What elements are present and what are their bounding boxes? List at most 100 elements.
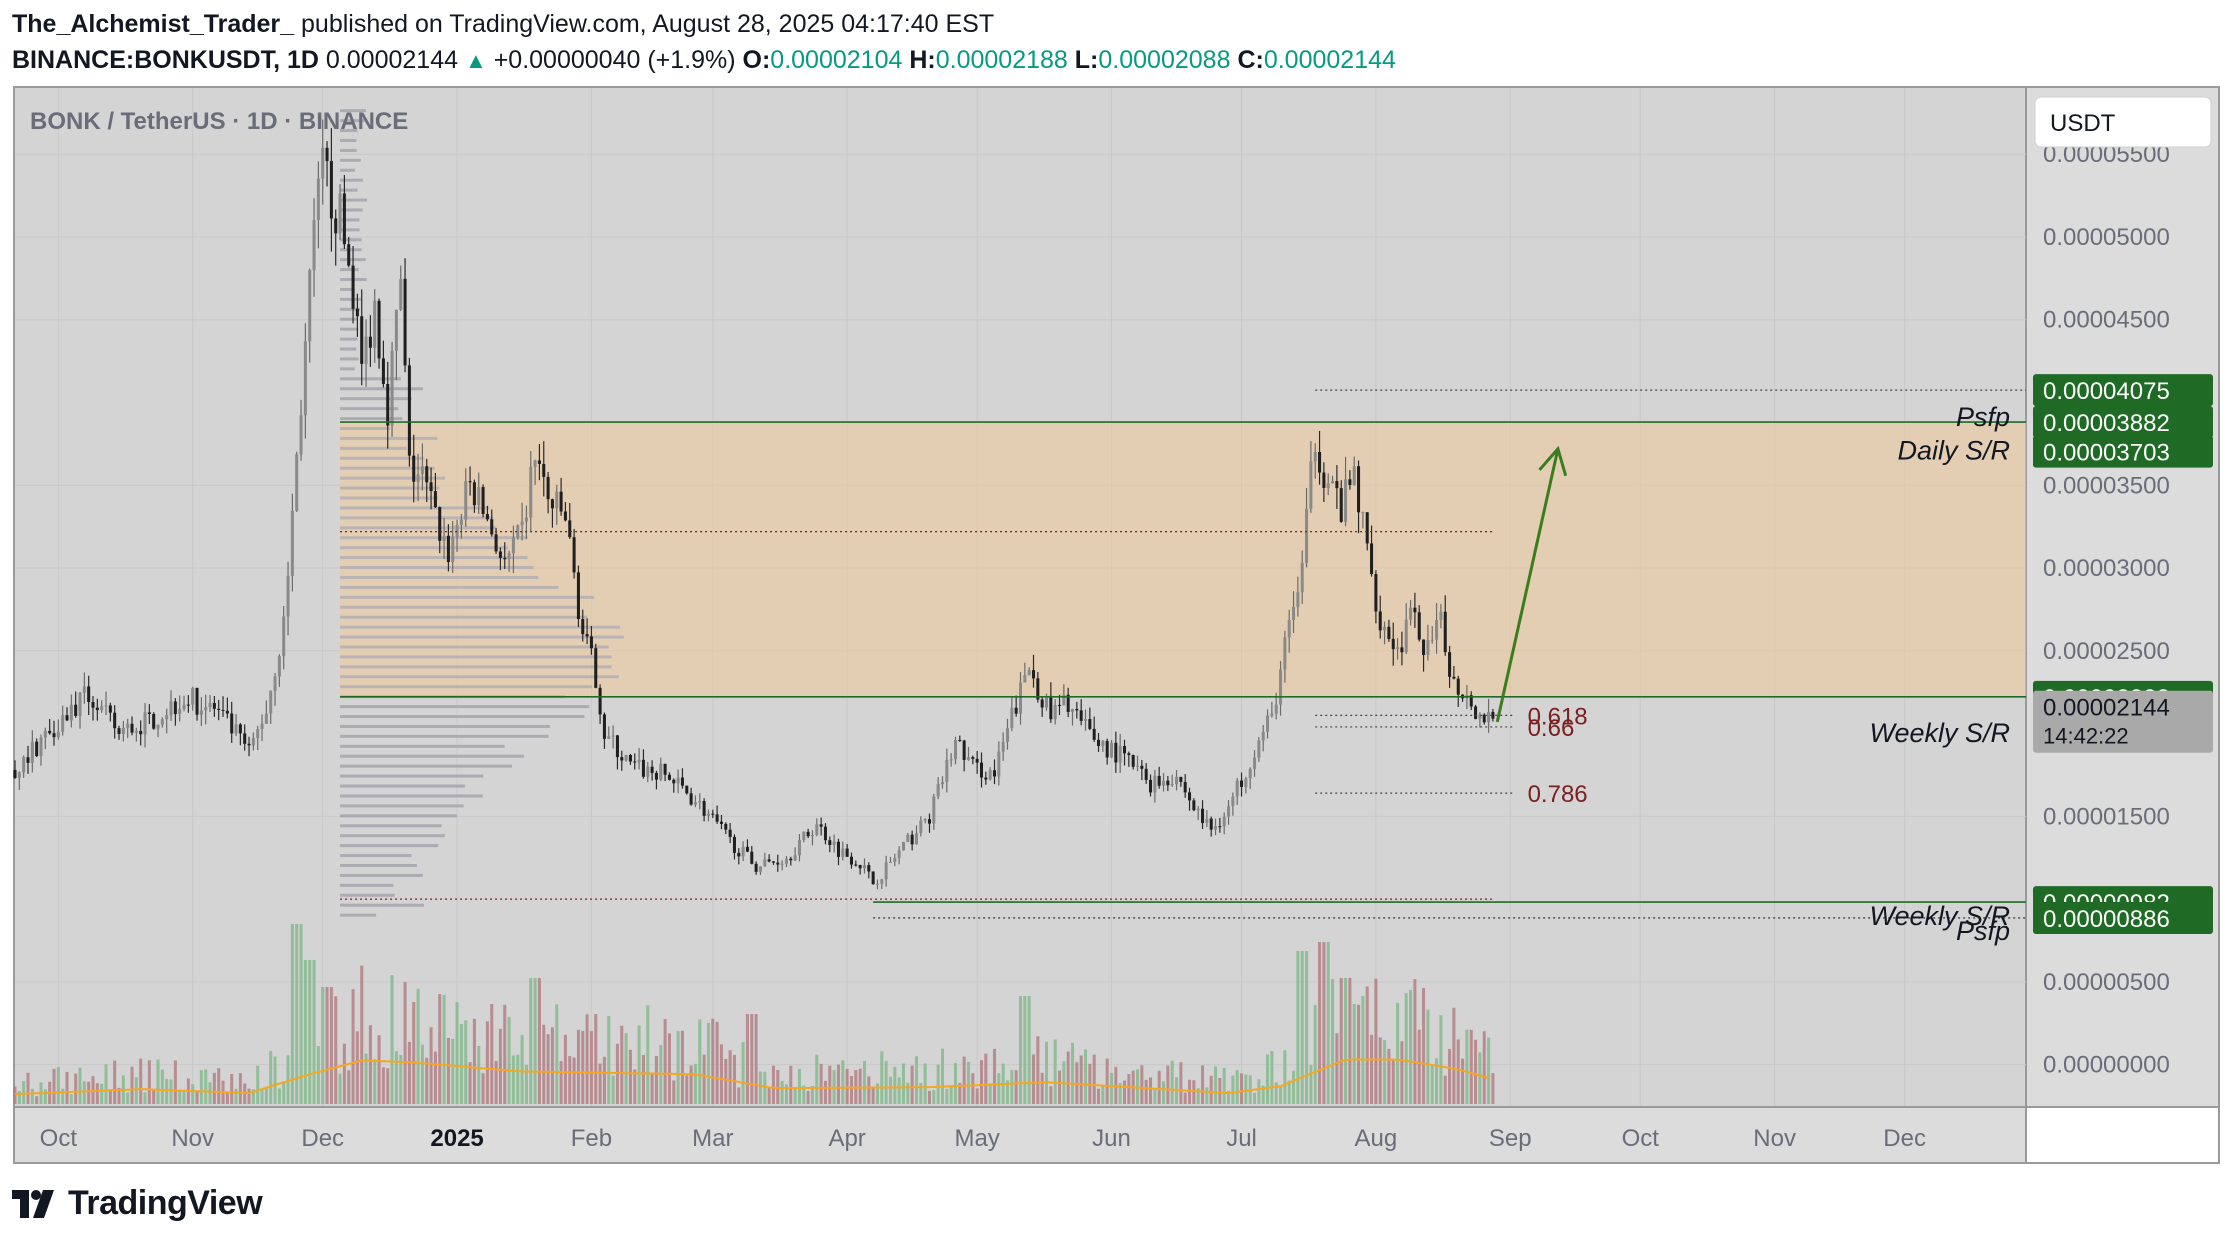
- candle-body: [386, 383, 390, 426]
- volume-bar: [828, 1065, 832, 1104]
- open-label: O:: [742, 46, 771, 74]
- x-tick-label: Nov: [171, 1125, 214, 1152]
- time-scale[interactable]: [15, 1107, 2026, 1162]
- level-price-tag: [2033, 901, 2213, 934]
- volume-bar: [728, 1050, 732, 1104]
- volume-bar: [264, 1086, 268, 1104]
- volume-bar: [962, 1056, 966, 1104]
- candle-body: [620, 757, 624, 761]
- volume-bar: [789, 1065, 793, 1104]
- candle-body: [1018, 682, 1023, 714]
- volume-bar: [1214, 1066, 1218, 1104]
- candle-body: [910, 834, 914, 845]
- candle-body: [1296, 592, 1300, 607]
- volume-bar: [126, 1092, 130, 1104]
- volume-bar: [919, 1082, 923, 1104]
- volume-bar: [867, 1076, 871, 1104]
- candle-body: [719, 821, 723, 824]
- volume-bar: [1149, 1077, 1153, 1104]
- candle-body: [763, 859, 767, 867]
- candle-body: [823, 826, 827, 841]
- author-name[interactable]: The_Alchemist_Trader_: [12, 10, 295, 38]
- volume-profile-bar: [340, 655, 612, 659]
- candle-body: [858, 864, 862, 869]
- candle-body: [663, 763, 667, 775]
- volume-profile-bar: [340, 854, 412, 858]
- volume-bar: [1305, 951, 1309, 1104]
- volume-profile-bar: [340, 456, 424, 460]
- volume-bar: [507, 1017, 511, 1104]
- volume-bar: [1036, 1036, 1040, 1104]
- candle-body: [1114, 742, 1118, 763]
- volume-bar: [1335, 1033, 1339, 1104]
- volume-profile-bar: [340, 824, 442, 828]
- candle-body: [39, 737, 43, 757]
- candle-body: [1049, 695, 1053, 720]
- volume-bar: [225, 1093, 229, 1104]
- candle-body: [1374, 574, 1378, 612]
- candle-body: [1413, 607, 1417, 613]
- candle-body: [914, 833, 918, 845]
- volume-bar: [1101, 1085, 1105, 1104]
- tradingview-footer[interactable]: TradingView: [12, 1184, 263, 1223]
- price-scale[interactable]: [2027, 88, 2218, 1106]
- candle-body: [832, 841, 836, 846]
- candle-body: [810, 835, 814, 837]
- candle-body: [1088, 719, 1092, 729]
- volume-profile-bar: [340, 208, 363, 212]
- volume-bar: [74, 1073, 78, 1104]
- candle-body: [234, 724, 238, 734]
- candle-body: [1040, 699, 1044, 708]
- volume-bar: [212, 1072, 216, 1104]
- candle-body: [481, 487, 485, 515]
- currency-button[interactable]: [2034, 96, 2212, 148]
- volume-bar: [316, 1046, 320, 1104]
- volume-profile-bar: [340, 804, 464, 808]
- symbol-name[interactable]: BINANCE:BONKUSDT, 1D: [12, 46, 319, 74]
- candle-body: [373, 300, 377, 348]
- candle-body: [576, 572, 580, 619]
- candle-body: [416, 474, 420, 482]
- volume-bar: [1374, 978, 1378, 1104]
- volume-bar: [1183, 1092, 1187, 1104]
- volume-bar: [906, 1082, 910, 1104]
- volume-bar: [672, 1080, 676, 1104]
- candle-body: [321, 147, 325, 179]
- volume-profile-bar: [340, 883, 394, 887]
- volume-bar: [689, 1065, 693, 1104]
- candle-body: [1001, 741, 1005, 752]
- candle-body: [624, 754, 628, 761]
- volume-bar: [1166, 1065, 1170, 1104]
- candle-body: [251, 738, 255, 746]
- volume-bar: [550, 1027, 554, 1104]
- volume-bar: [451, 1038, 455, 1104]
- candle-body: [923, 819, 927, 821]
- candle-body: [563, 511, 567, 521]
- candle-body: [1227, 806, 1231, 817]
- candle-body: [1482, 714, 1486, 723]
- volume-bar: [524, 1064, 528, 1104]
- candle-body: [529, 466, 533, 518]
- candle-body: [559, 491, 563, 512]
- candle-body: [767, 859, 771, 862]
- volume-profile-bar: [340, 794, 483, 798]
- volume-profile-bar: [340, 248, 362, 252]
- volume-profile-bar: [340, 665, 612, 669]
- candle-body: [1188, 792, 1192, 801]
- volume-bar: [52, 1068, 56, 1104]
- candle-body: [520, 521, 524, 526]
- volume-bar: [1313, 1005, 1317, 1104]
- volume-bar: [130, 1066, 134, 1104]
- volume-bar: [485, 1021, 489, 1104]
- volume-bar: [503, 1004, 507, 1104]
- volume-bar: [949, 1085, 953, 1104]
- volume-bar: [477, 1045, 481, 1104]
- volume-bar: [741, 1042, 745, 1104]
- volume-bar: [1244, 1074, 1248, 1104]
- volume-profile-bar: [340, 903, 424, 907]
- volume-bar: [806, 1090, 810, 1104]
- volume-bar: [858, 1068, 862, 1104]
- fib-label: 0.618: [1528, 703, 1588, 730]
- candle-body: [1244, 778, 1248, 787]
